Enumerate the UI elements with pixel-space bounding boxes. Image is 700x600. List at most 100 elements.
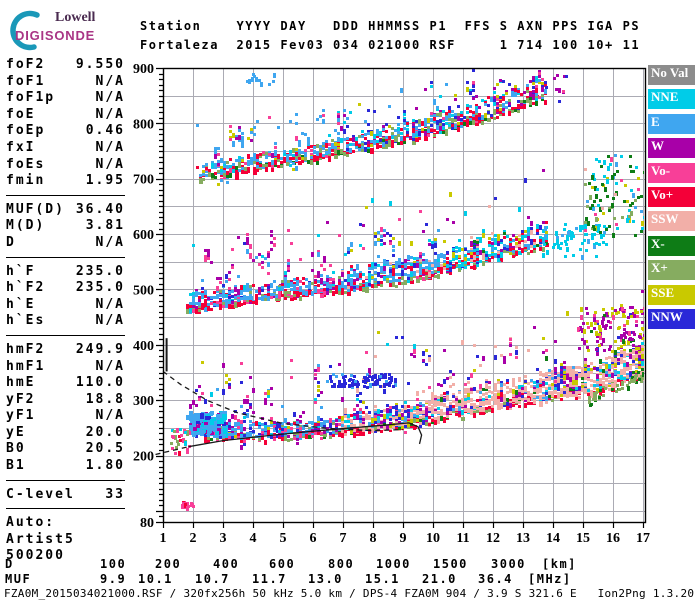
param-row: M(D) 3.81: [6, 218, 125, 235]
param-label: h`E: [6, 296, 36, 312]
panel-divider: [6, 508, 125, 510]
muf-value: 15.1: [365, 572, 400, 586]
legend-item-e: E: [648, 113, 695, 134]
parameter-panel: foF2 9.550 foF1 N/A foF1p N/A foE N/A foEp 0.46 fx…: [6, 57, 125, 565]
param-label: foEs: [6, 156, 46, 172]
param-label: C-level: [6, 486, 75, 502]
muf-value: 13.0: [308, 572, 343, 586]
legend-item-w: W: [648, 138, 695, 159]
distance-row: D 100 200 400 600 800 1000 1500 3000 [km]: [0, 557, 700, 572]
param-label: foF2: [6, 57, 46, 72]
param-row: hmF1 N/A: [6, 359, 125, 376]
digisonde-logo: Lowell DIGISONDE: [2, 4, 127, 54]
distance-value: 400: [213, 557, 240, 571]
distance-value: 200: [155, 557, 182, 571]
header-column-titles: Station YYYY DAY DDD HHMMSS P1 FFS S AXN…: [140, 19, 641, 33]
param-label: h`F2: [6, 280, 46, 296]
legend-item-noval: No Val: [648, 65, 695, 85]
param-value: 249.9: [75, 341, 125, 357]
param-row: foE N/A: [6, 107, 125, 124]
param-label: yE: [6, 424, 26, 440]
param-value: 235.0: [75, 263, 125, 279]
param-label: hmE: [6, 375, 36, 391]
param-value: 33: [105, 486, 125, 502]
param-label: yF2: [6, 391, 36, 407]
param-row: D N/A: [6, 235, 125, 252]
panel-divider: [6, 194, 125, 196]
param-row: h`Es N/A: [6, 313, 125, 330]
param-value: N/A: [95, 296, 125, 312]
param-label: B1: [6, 458, 26, 474]
param-label: h`F: [6, 263, 36, 279]
muf-value: 21.0: [422, 572, 457, 586]
param-row: yE 20.0: [6, 425, 125, 442]
distance-value: 3000: [491, 557, 526, 571]
station-header: Station YYYY DAY DDD HHMMSS P1 FFS S AXN…: [140, 17, 640, 54]
panel-divider: [6, 256, 125, 258]
param-label: foEp: [6, 123, 46, 139]
legend-item-ssw: SSW: [648, 211, 695, 232]
param-row: h`F2 235.0: [6, 280, 125, 297]
legend-item-x: X-: [648, 235, 695, 256]
muf-label: MUF: [5, 572, 32, 586]
param-value: N/A: [95, 139, 125, 155]
param-row: yF2 18.8: [6, 392, 125, 409]
panel-divider: [6, 334, 125, 336]
param-row: foF2 9.550: [6, 57, 125, 74]
legend-item-nne: NNE: [648, 89, 695, 110]
distance-value: 1000: [376, 557, 411, 571]
muf-value: 10.7: [195, 572, 230, 586]
param-row: yF1 N/A: [6, 408, 125, 425]
param-row: foEs N/A: [6, 157, 125, 174]
panel-divider: [6, 479, 125, 481]
param-value: 20.5: [85, 441, 125, 457]
param-value: 20.0: [85, 424, 125, 440]
header-station-values: Fortaleza 2015 Fev03 034 021000 RSF 1 71…: [140, 37, 641, 52]
distance-value: 1500: [433, 557, 468, 571]
direction-legend: No Val NNE E W Vo- Vo+ SSW X- X+ SSE NNW: [648, 65, 696, 337]
param-value: N/A: [95, 106, 125, 122]
param-row: B0 20.5: [6, 441, 125, 458]
param-value: 18.8: [85, 391, 125, 407]
param-value: 235.0: [75, 280, 125, 296]
distance-label: D: [5, 557, 14, 571]
legend-item-vo: Vo+: [648, 187, 695, 207]
legend-item-x: X+: [648, 260, 695, 281]
param-label: MUF(D): [6, 201, 65, 217]
param-value: 0.46: [85, 123, 125, 139]
param-row: B1 1.80: [6, 458, 125, 475]
param-label: foE: [6, 106, 36, 122]
param-label: foF1: [6, 73, 46, 89]
param-value: 36.40: [75, 201, 125, 217]
param-row: hmF2 249.9: [6, 342, 125, 359]
param-row: h`F 235.0: [6, 264, 125, 281]
param-label: B0: [6, 441, 26, 457]
distance-unit: [km]: [542, 557, 577, 571]
param-label: yF1: [6, 408, 36, 424]
param-value: 9.550: [75, 57, 125, 72]
muf-value: 11.7: [252, 572, 287, 586]
muf-unit: [MHz]: [528, 572, 572, 586]
muf-value: 10.1: [138, 572, 173, 586]
param-value: N/A: [95, 73, 125, 89]
param-row: MUF(D) 36.40: [6, 202, 125, 219]
param-value: N/A: [95, 90, 125, 106]
analysis-info-line: 500200: [6, 548, 65, 564]
param-value: 1.80: [85, 458, 125, 474]
param-label: h`Es: [6, 313, 46, 329]
param-value: 3.81: [85, 218, 125, 234]
param-label: hmF2: [6, 341, 46, 357]
param-label: D: [6, 234, 16, 250]
param-row: fmin 1.95: [6, 173, 125, 190]
param-label: fmin: [6, 173, 46, 189]
muf-row: MUF 9.9 10.1 10.7 11.7 13.0 15.1 21.0 36.4 [MHz]: [0, 572, 700, 587]
param-label: foF1p: [6, 90, 56, 106]
muf-value: 36.4: [478, 572, 513, 586]
legend-item-sse: SSE: [648, 284, 695, 305]
distance-value: 800: [328, 557, 355, 571]
legend-item-nnw: NNW: [648, 309, 695, 329]
param-value: N/A: [95, 156, 125, 172]
param-value: N/A: [95, 234, 125, 250]
